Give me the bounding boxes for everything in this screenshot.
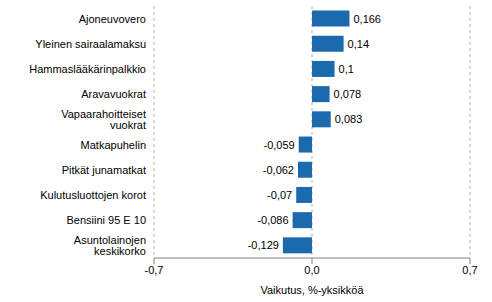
svg-text:Hammaslääkärinpalkkio: Hammaslääkärinpalkkio bbox=[29, 63, 146, 75]
svg-text:-0,086: -0,086 bbox=[257, 214, 288, 226]
svg-text:0,078: 0,078 bbox=[334, 88, 362, 100]
svg-text:0,0: 0,0 bbox=[304, 264, 319, 276]
svg-text:0,1: 0,1 bbox=[339, 63, 354, 75]
svg-text:Asuntolainojenkeskikorko: Asuntolainojenkeskikorko bbox=[74, 234, 146, 257]
svg-text:-0,062: -0,062 bbox=[263, 164, 294, 176]
svg-text:-0,07: -0,07 bbox=[267, 189, 292, 201]
svg-text:Vapaarahoitteisetvuokrat: Vapaarahoitteisetvuokrat bbox=[61, 108, 146, 131]
svg-text:0,166: 0,166 bbox=[353, 13, 381, 25]
svg-text:Aravavuokrat: Aravavuokrat bbox=[81, 88, 146, 100]
svg-text:Matkapuhelin: Matkapuhelin bbox=[81, 139, 146, 151]
svg-text:0,14: 0,14 bbox=[348, 38, 369, 50]
svg-text:Pitkät junamatkat: Pitkät junamatkat bbox=[62, 164, 146, 176]
svg-text:-0,129: -0,129 bbox=[248, 239, 279, 251]
svg-text:-0,7: -0,7 bbox=[145, 264, 164, 276]
svg-text:Bensiini 95 E 10: Bensiini 95 E 10 bbox=[67, 214, 147, 226]
svg-text:0,7: 0,7 bbox=[462, 264, 477, 276]
svg-text:-0,059: -0,059 bbox=[263, 139, 294, 151]
svg-text:0,083: 0,083 bbox=[335, 113, 363, 125]
svg-text:Kulutusluottojen korot: Kulutusluottojen korot bbox=[40, 189, 146, 201]
svg-text:Ajoneuvovero: Ajoneuvovero bbox=[79, 13, 146, 25]
svg-text:Vaikutus, %-yksikköä: Vaikutus, %-yksikköä bbox=[260, 284, 364, 296]
svg-text:Yleinen sairaalamaksu: Yleinen sairaalamaksu bbox=[35, 38, 146, 50]
